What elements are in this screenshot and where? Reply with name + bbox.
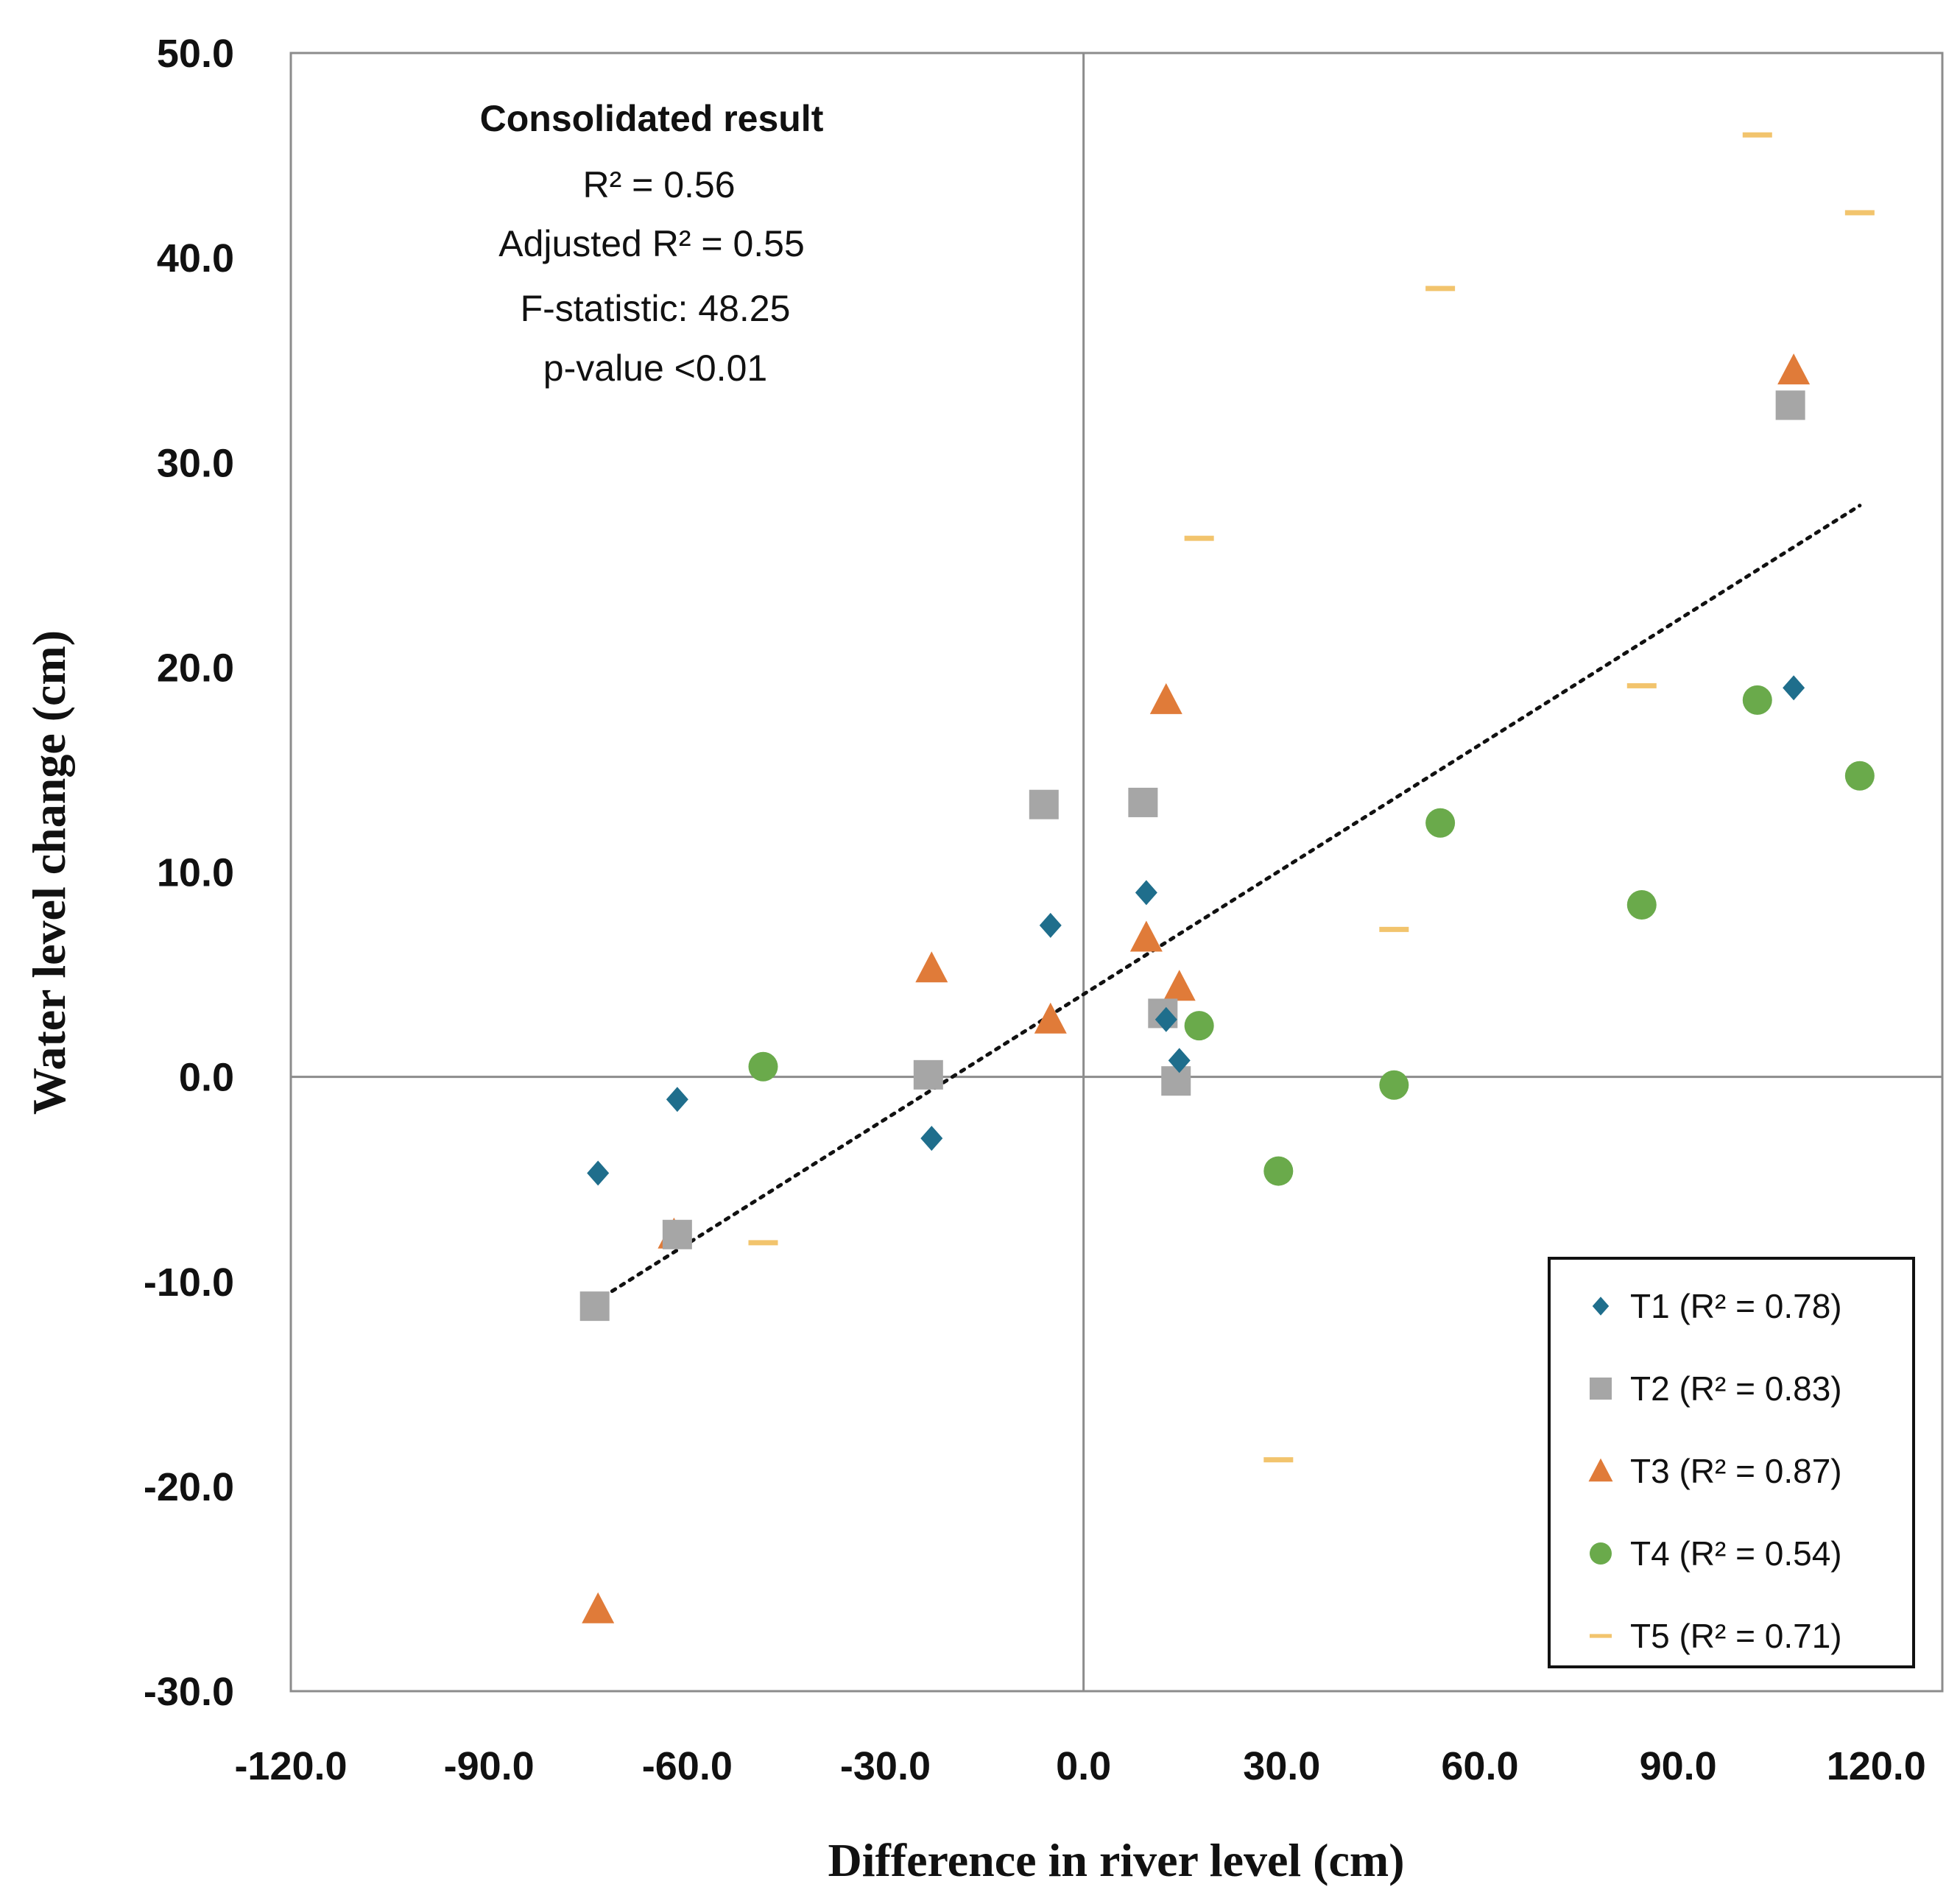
point-t2 [1161,1066,1191,1096]
legend-marker-t4 [1590,1542,1612,1565]
y-tick-label: -10.0 [144,1260,234,1305]
y-tick-label: -30.0 [144,1670,234,1714]
point-t4 [1844,761,1875,791]
x-tick-label: 90.0 [1640,1744,1717,1788]
legend-entry-t1: T1 (R² = 0.78) [1592,1287,1842,1325]
legend-entry-t5: T5 (R² = 0.71) [1590,1617,1842,1655]
point-t2 [579,1291,610,1322]
x-tick-label: 0.0 [1056,1744,1111,1788]
legend-label-t2: T2 (R² = 0.83) [1630,1369,1842,1408]
legend-marker-t1 [1592,1297,1610,1316]
annotation-p-value: p-value <0.01 [543,348,767,389]
point-t1 [1783,675,1805,701]
legend-label-t3: T3 (R² = 0.87) [1630,1452,1842,1490]
point-t5 [1263,1457,1294,1463]
legend-marker-t3 [1588,1458,1613,1482]
point-t3 [1129,920,1163,952]
x-tick-label: -60.0 [642,1744,733,1788]
series-t5 [748,132,1875,1463]
point-t5 [1626,683,1657,688]
series-t1 [587,675,1805,1186]
x-axis-title: Difference in river level (cm) [828,1834,1404,1886]
series-t4 [748,685,1875,1186]
point-t5 [1184,535,1214,541]
series-t2 [579,390,1805,1322]
annotation-adjusted-r2: Adjusted R² = 0.55 [498,223,805,264]
point-t4 [1425,808,1456,838]
point-t2 [1029,789,1059,819]
y-tick-label: 50.0 [157,32,234,76]
annotation-title: Consolidated result [480,98,824,139]
trendline [593,504,1862,1305]
series-t3 [582,353,1811,1623]
x-tick-label: 120.0 [1827,1744,1926,1788]
plot-area-frame [289,52,1944,1693]
point-t1 [1168,1048,1191,1073]
y-tick-label: 0.0 [179,1056,234,1100]
x-tick-label: 30.0 [1243,1744,1320,1788]
legend-marker-t5 [1590,1634,1612,1638]
point-t4 [1742,685,1772,715]
legend-marker-t2 [1590,1378,1612,1400]
legend-entry-t4: T4 (R² = 0.54) [1590,1534,1842,1573]
point-t1 [1135,880,1157,906]
y-tick-label: 20.0 [157,646,234,690]
point-t1 [1039,912,1062,938]
point-t3 [582,1592,615,1623]
annotation-f-statistic: F-statistic: 48.25 [521,288,791,329]
point-t1 [587,1160,610,1186]
annotation-r2: R² = 0.56 [582,164,735,205]
point-t2 [1128,787,1158,817]
legend-entry-t2: T2 (R² = 0.83) [1590,1369,1842,1408]
point-t3 [915,951,948,983]
point-t2 [1775,390,1805,420]
x-tick-label: -90.0 [444,1744,535,1788]
point-t4 [1626,890,1657,920]
y-tick-label: 40.0 [157,236,234,281]
point-t2 [662,1219,692,1249]
point-t3 [1034,1002,1067,1034]
point-t3 [1149,683,1182,714]
point-t5 [1379,926,1409,932]
point-t4 [1184,1011,1214,1041]
point-t4 [748,1051,778,1082]
x-tick-label: -120.0 [234,1744,347,1788]
point-t2 [913,1059,943,1090]
point-t1 [920,1126,943,1151]
x-axis-ticks: -120.0 -90.0 -60.0 -30.0 0.0 30.0 60.0 90.0 120.… [234,1744,1925,1788]
point-t3 [1777,353,1811,385]
point-t5 [1425,286,1456,292]
point-t3 [1163,970,1196,1001]
point-t5 [1844,210,1875,216]
legend-label-t5: T5 (R² = 0.71) [1630,1617,1842,1655]
x-tick-label: 60.0 [1441,1744,1518,1788]
data-points [579,132,1875,1623]
legend-entry-t3: T3 (R² = 0.87) [1588,1452,1842,1490]
point-t4 [1379,1070,1409,1100]
point-t5 [1742,132,1772,138]
y-tick-label: -20.0 [144,1465,234,1509]
legend-box [1548,1257,1915,1668]
stats-annotation: Consolidated result R² = 0.56 Adjusted R… [480,98,824,389]
y-axis-title: Water level change (cm) [23,630,75,1115]
point-t5 [748,1240,778,1246]
y-axis-ticks: -30.0 -20.0 -10.0 0.0 10.0 20.0 30.0 40.0 50.0 [144,32,234,1714]
legend-label-t1: T1 (R² = 0.78) [1630,1287,1842,1325]
y-tick-label: 30.0 [157,441,234,485]
point-t1 [1155,1006,1177,1032]
point-t4 [1263,1156,1294,1186]
point-t1 [666,1087,688,1112]
y-tick-label: 10.0 [157,851,234,895]
x-tick-label: -30.0 [840,1744,931,1788]
legend-label-t4: T4 (R² = 0.54) [1630,1534,1842,1573]
legend: T1 (R² = 0.78) T2 (R² = 0.83) T3 (R² = 0.8… [1548,1257,1915,1668]
